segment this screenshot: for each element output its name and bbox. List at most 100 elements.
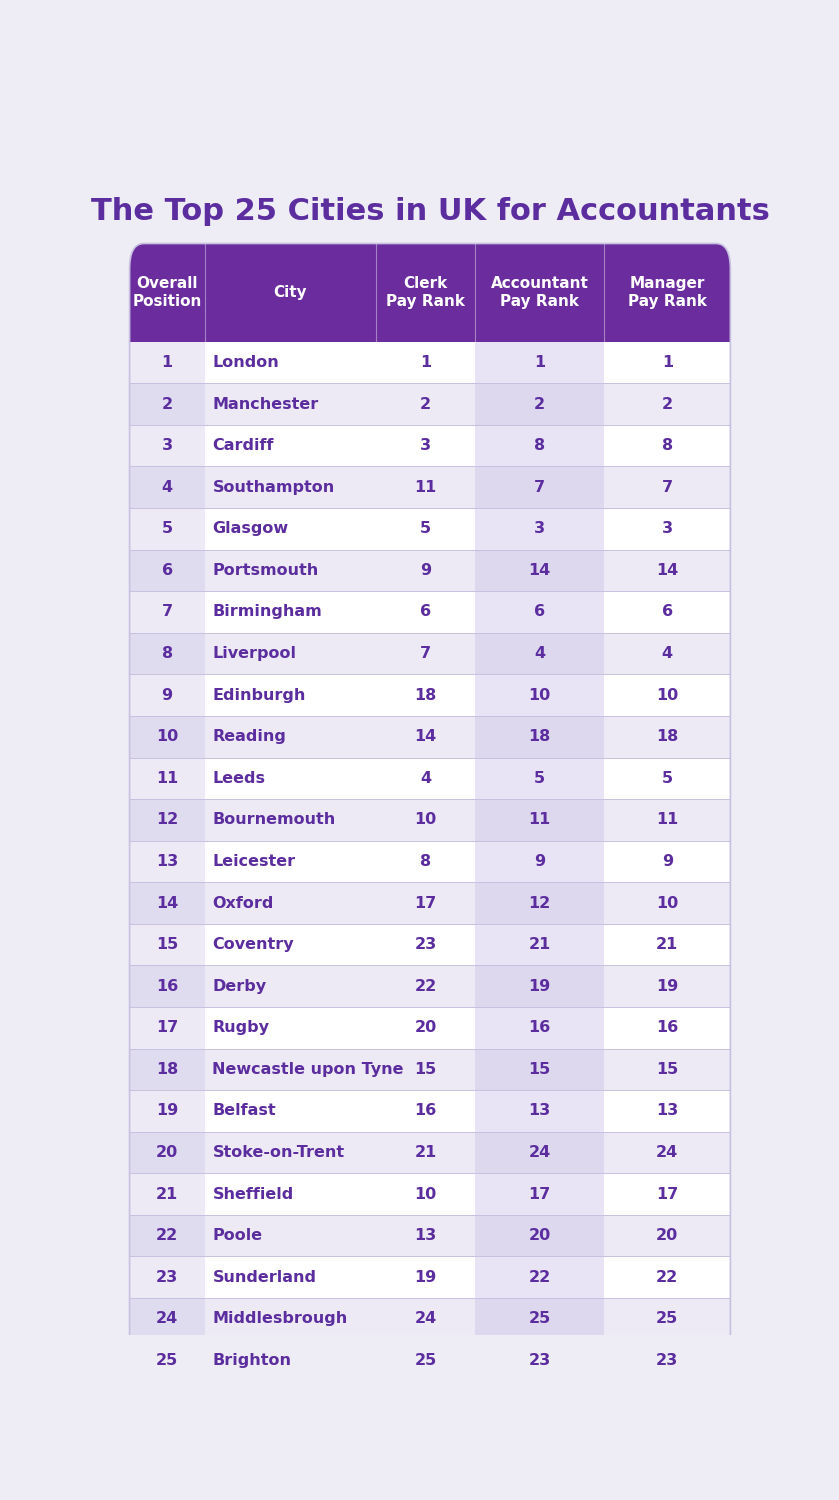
Text: Manchester: Manchester (212, 396, 319, 411)
Text: 16: 16 (529, 1020, 550, 1035)
Text: Belfast: Belfast (212, 1104, 276, 1119)
Bar (475, 633, 604, 675)
Text: 9: 9 (420, 562, 431, 578)
Text: Brighton: Brighton (212, 1353, 291, 1368)
Text: 24: 24 (529, 1144, 550, 1160)
Text: Rugby: Rugby (212, 1020, 269, 1035)
Text: 24: 24 (656, 1144, 679, 1160)
Bar (475, 840, 604, 882)
Bar (475, 882, 604, 924)
Bar (129, 549, 205, 591)
Text: 24: 24 (414, 1311, 436, 1326)
Text: 18: 18 (156, 1062, 178, 1077)
Bar (129, 424, 205, 466)
Bar (129, 800, 731, 840)
Text: 5: 5 (420, 522, 431, 537)
Bar (129, 1257, 731, 1298)
Text: Birmingham: Birmingham (212, 604, 322, 619)
Bar (129, 716, 205, 758)
Text: 10: 10 (656, 687, 679, 702)
Text: 9: 9 (162, 687, 173, 702)
Text: Cardiff: Cardiff (212, 438, 274, 453)
Bar (129, 1298, 205, 1340)
Text: 21: 21 (414, 1144, 436, 1160)
Bar (129, 1048, 731, 1090)
Text: 14: 14 (529, 562, 550, 578)
Bar (475, 466, 604, 509)
Text: 18: 18 (656, 729, 679, 744)
Bar (475, 509, 604, 549)
Text: 3: 3 (420, 438, 431, 453)
Text: 17: 17 (156, 1020, 178, 1035)
Text: 1: 1 (420, 356, 431, 370)
Bar (475, 591, 604, 633)
Text: 11: 11 (414, 480, 436, 495)
Bar (129, 633, 205, 675)
Bar (475, 924, 604, 966)
Text: Southampton: Southampton (212, 480, 335, 495)
Text: 1: 1 (534, 356, 545, 370)
FancyBboxPatch shape (129, 243, 731, 342)
Text: 23: 23 (414, 938, 436, 952)
Bar (129, 716, 731, 758)
Text: 25: 25 (529, 1311, 550, 1326)
Text: 10: 10 (414, 1186, 436, 1202)
Bar (129, 966, 205, 1006)
Text: 3: 3 (534, 522, 545, 537)
Bar (475, 1257, 604, 1298)
FancyBboxPatch shape (129, 243, 731, 1407)
Bar (129, 966, 731, 1006)
Text: 17: 17 (529, 1186, 550, 1202)
Text: Glasgow: Glasgow (212, 522, 289, 537)
Bar (129, 882, 205, 924)
Text: 7: 7 (162, 604, 173, 619)
Text: 6: 6 (662, 604, 673, 619)
Text: Liverpool: Liverpool (212, 646, 296, 662)
Text: 12: 12 (156, 813, 178, 828)
Text: 14: 14 (656, 562, 679, 578)
Text: 1: 1 (162, 356, 173, 370)
Text: 23: 23 (656, 1353, 679, 1368)
Text: Portsmouth: Portsmouth (212, 562, 319, 578)
Text: 12: 12 (529, 896, 550, 910)
Text: 2: 2 (420, 396, 431, 411)
Text: 6: 6 (162, 562, 173, 578)
Text: 1: 1 (662, 356, 673, 370)
Text: 25: 25 (656, 1311, 679, 1326)
Bar (475, 424, 604, 466)
Text: 11: 11 (156, 771, 178, 786)
Bar (129, 1173, 731, 1215)
Bar (129, 924, 205, 966)
Text: City: City (274, 285, 307, 300)
Text: 8: 8 (662, 438, 673, 453)
Text: 18: 18 (529, 729, 550, 744)
Text: 17: 17 (656, 1186, 679, 1202)
Bar (129, 1173, 205, 1215)
Text: 14: 14 (414, 729, 436, 744)
Bar (129, 1215, 731, 1257)
Text: 22: 22 (656, 1269, 679, 1284)
Bar (129, 924, 731, 966)
Bar (475, 1215, 604, 1257)
Text: 2: 2 (534, 396, 545, 411)
Bar (129, 342, 205, 384)
FancyBboxPatch shape (129, 1382, 731, 1407)
Text: 20: 20 (656, 1228, 679, 1244)
Text: Leeds: Leeds (212, 771, 265, 786)
Text: 13: 13 (414, 1228, 436, 1244)
Text: 20: 20 (156, 1144, 178, 1160)
Bar (475, 758, 604, 800)
Text: 7: 7 (534, 480, 545, 495)
Bar (129, 549, 731, 591)
Bar (129, 840, 731, 882)
Text: 6: 6 (534, 604, 545, 619)
Text: 11: 11 (529, 813, 550, 828)
Text: Sheffield: Sheffield (212, 1186, 294, 1202)
Text: 13: 13 (656, 1104, 679, 1119)
Bar (475, 716, 604, 758)
Text: Clerk
Pay Rank: Clerk Pay Rank (386, 276, 465, 309)
Bar (129, 591, 205, 633)
Bar (129, 1090, 205, 1131)
Text: Manager
Pay Rank: Manager Pay Rank (628, 276, 706, 309)
Text: 15: 15 (529, 1062, 550, 1077)
